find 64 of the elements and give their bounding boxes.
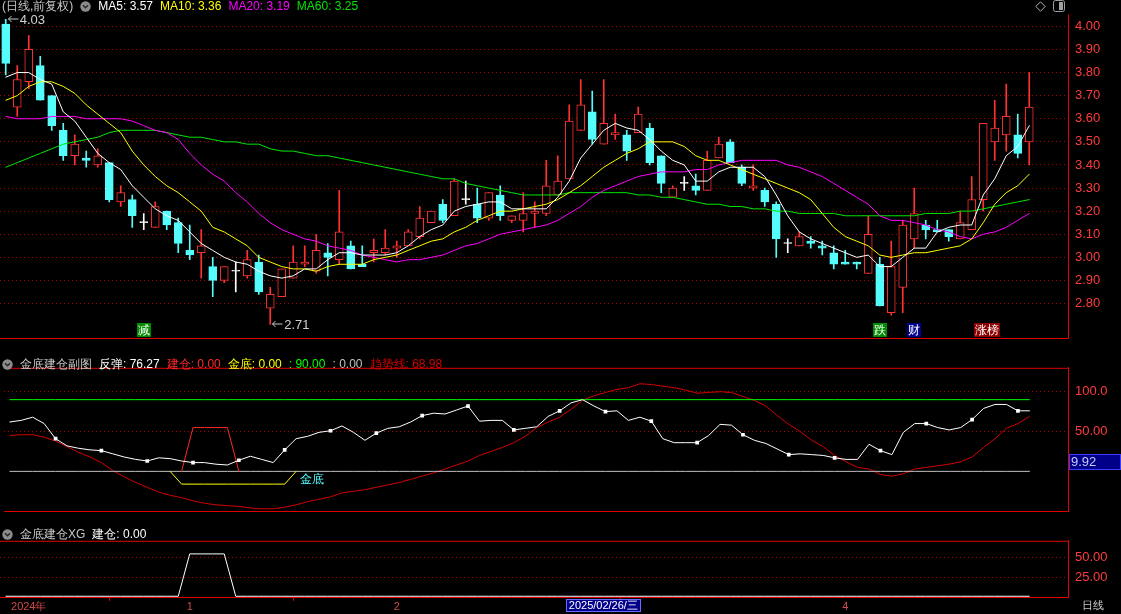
y-tick-label: 50.00	[1075, 549, 1108, 565]
text: MA10: 3.36	[160, 0, 222, 13]
point	[741, 432, 745, 437]
text: MA20: 3.19	[228, 0, 290, 13]
candlestick	[380, 229, 390, 256]
y-tick-label: 3.60	[1075, 110, 1101, 126]
annotation: 涨榜	[973, 323, 1000, 338]
text: MA60: 3.25	[296, 0, 359, 13]
candlestick	[139, 213, 149, 230]
x-tick-label: 2	[393, 600, 400, 613]
point	[1016, 408, 1020, 413]
y-tick-label: 3.70	[1075, 87, 1101, 103]
chart-title: 金底建仓副图	[20, 357, 92, 371]
annotation: 减	[136, 323, 151, 338]
point	[145, 459, 150, 463]
y-tick-label: 2.90	[1075, 272, 1101, 288]
candlestick	[748, 164, 758, 191]
candlestick	[300, 245, 310, 267]
candlestick	[610, 113, 620, 140]
chart-title: (日线,前复权)	[2, 0, 74, 13]
y-tick-label: 3.30	[1075, 179, 1101, 195]
point	[511, 428, 516, 432]
annotation: 2025/02/26/三	[565, 598, 641, 612]
y-tick-label: 4.00	[1075, 17, 1101, 33]
candlestick	[196, 229, 206, 279]
x-tick-label: 1	[186, 600, 193, 613]
annotation: 4.03	[19, 12, 46, 28]
y-tick-label: 3.40	[1075, 156, 1101, 172]
y-tick-label: 3.90	[1075, 41, 1101, 57]
chart-title: 金底建仓XG	[20, 527, 86, 541]
point	[466, 404, 470, 408]
point	[649, 419, 654, 424]
text: 日线	[1082, 598, 1104, 611]
y-tick-label: 3.20	[1075, 202, 1101, 218]
y-tick-label: 100.0	[1075, 383, 1108, 399]
y-tick-label: 3.00	[1075, 248, 1101, 264]
y-tick-label: 3.80	[1075, 64, 1101, 80]
y-tick-label: 2.80	[1075, 295, 1101, 311]
candlestick	[990, 99, 1000, 161]
text: : 90.00	[288, 357, 326, 371]
x-tick-label: 2024年	[11, 600, 47, 613]
point	[237, 458, 241, 463]
text: 建仓: 0.00	[92, 527, 147, 541]
text: MA5: 3.57	[98, 0, 154, 13]
annotation: 跌	[872, 323, 887, 338]
text: 金底: 0.00	[227, 357, 282, 371]
x-tick-label: 4	[842, 600, 849, 613]
text: 趋势线: 68.98	[369, 357, 443, 371]
point	[282, 448, 287, 452]
candlestick	[530, 201, 540, 228]
annotation: 财	[907, 323, 922, 338]
annotation: 金底	[300, 472, 325, 487]
candlestick	[81, 150, 91, 168]
y-tick-label: 3.10	[1075, 225, 1101, 241]
y-tick-label: 50.00	[1075, 423, 1108, 439]
text: 反弹: 76.27	[99, 357, 160, 371]
y-tick-label: 25.00	[1075, 568, 1108, 584]
annotation: 2.71	[284, 317, 310, 333]
y-tick-label: 3.50	[1075, 133, 1101, 149]
text: 9.92	[1069, 453, 1121, 470]
text: 建仓: 0.00	[166, 357, 221, 371]
point	[695, 440, 699, 445]
candlestick	[185, 224, 195, 260]
text: : 0.00	[332, 357, 363, 371]
